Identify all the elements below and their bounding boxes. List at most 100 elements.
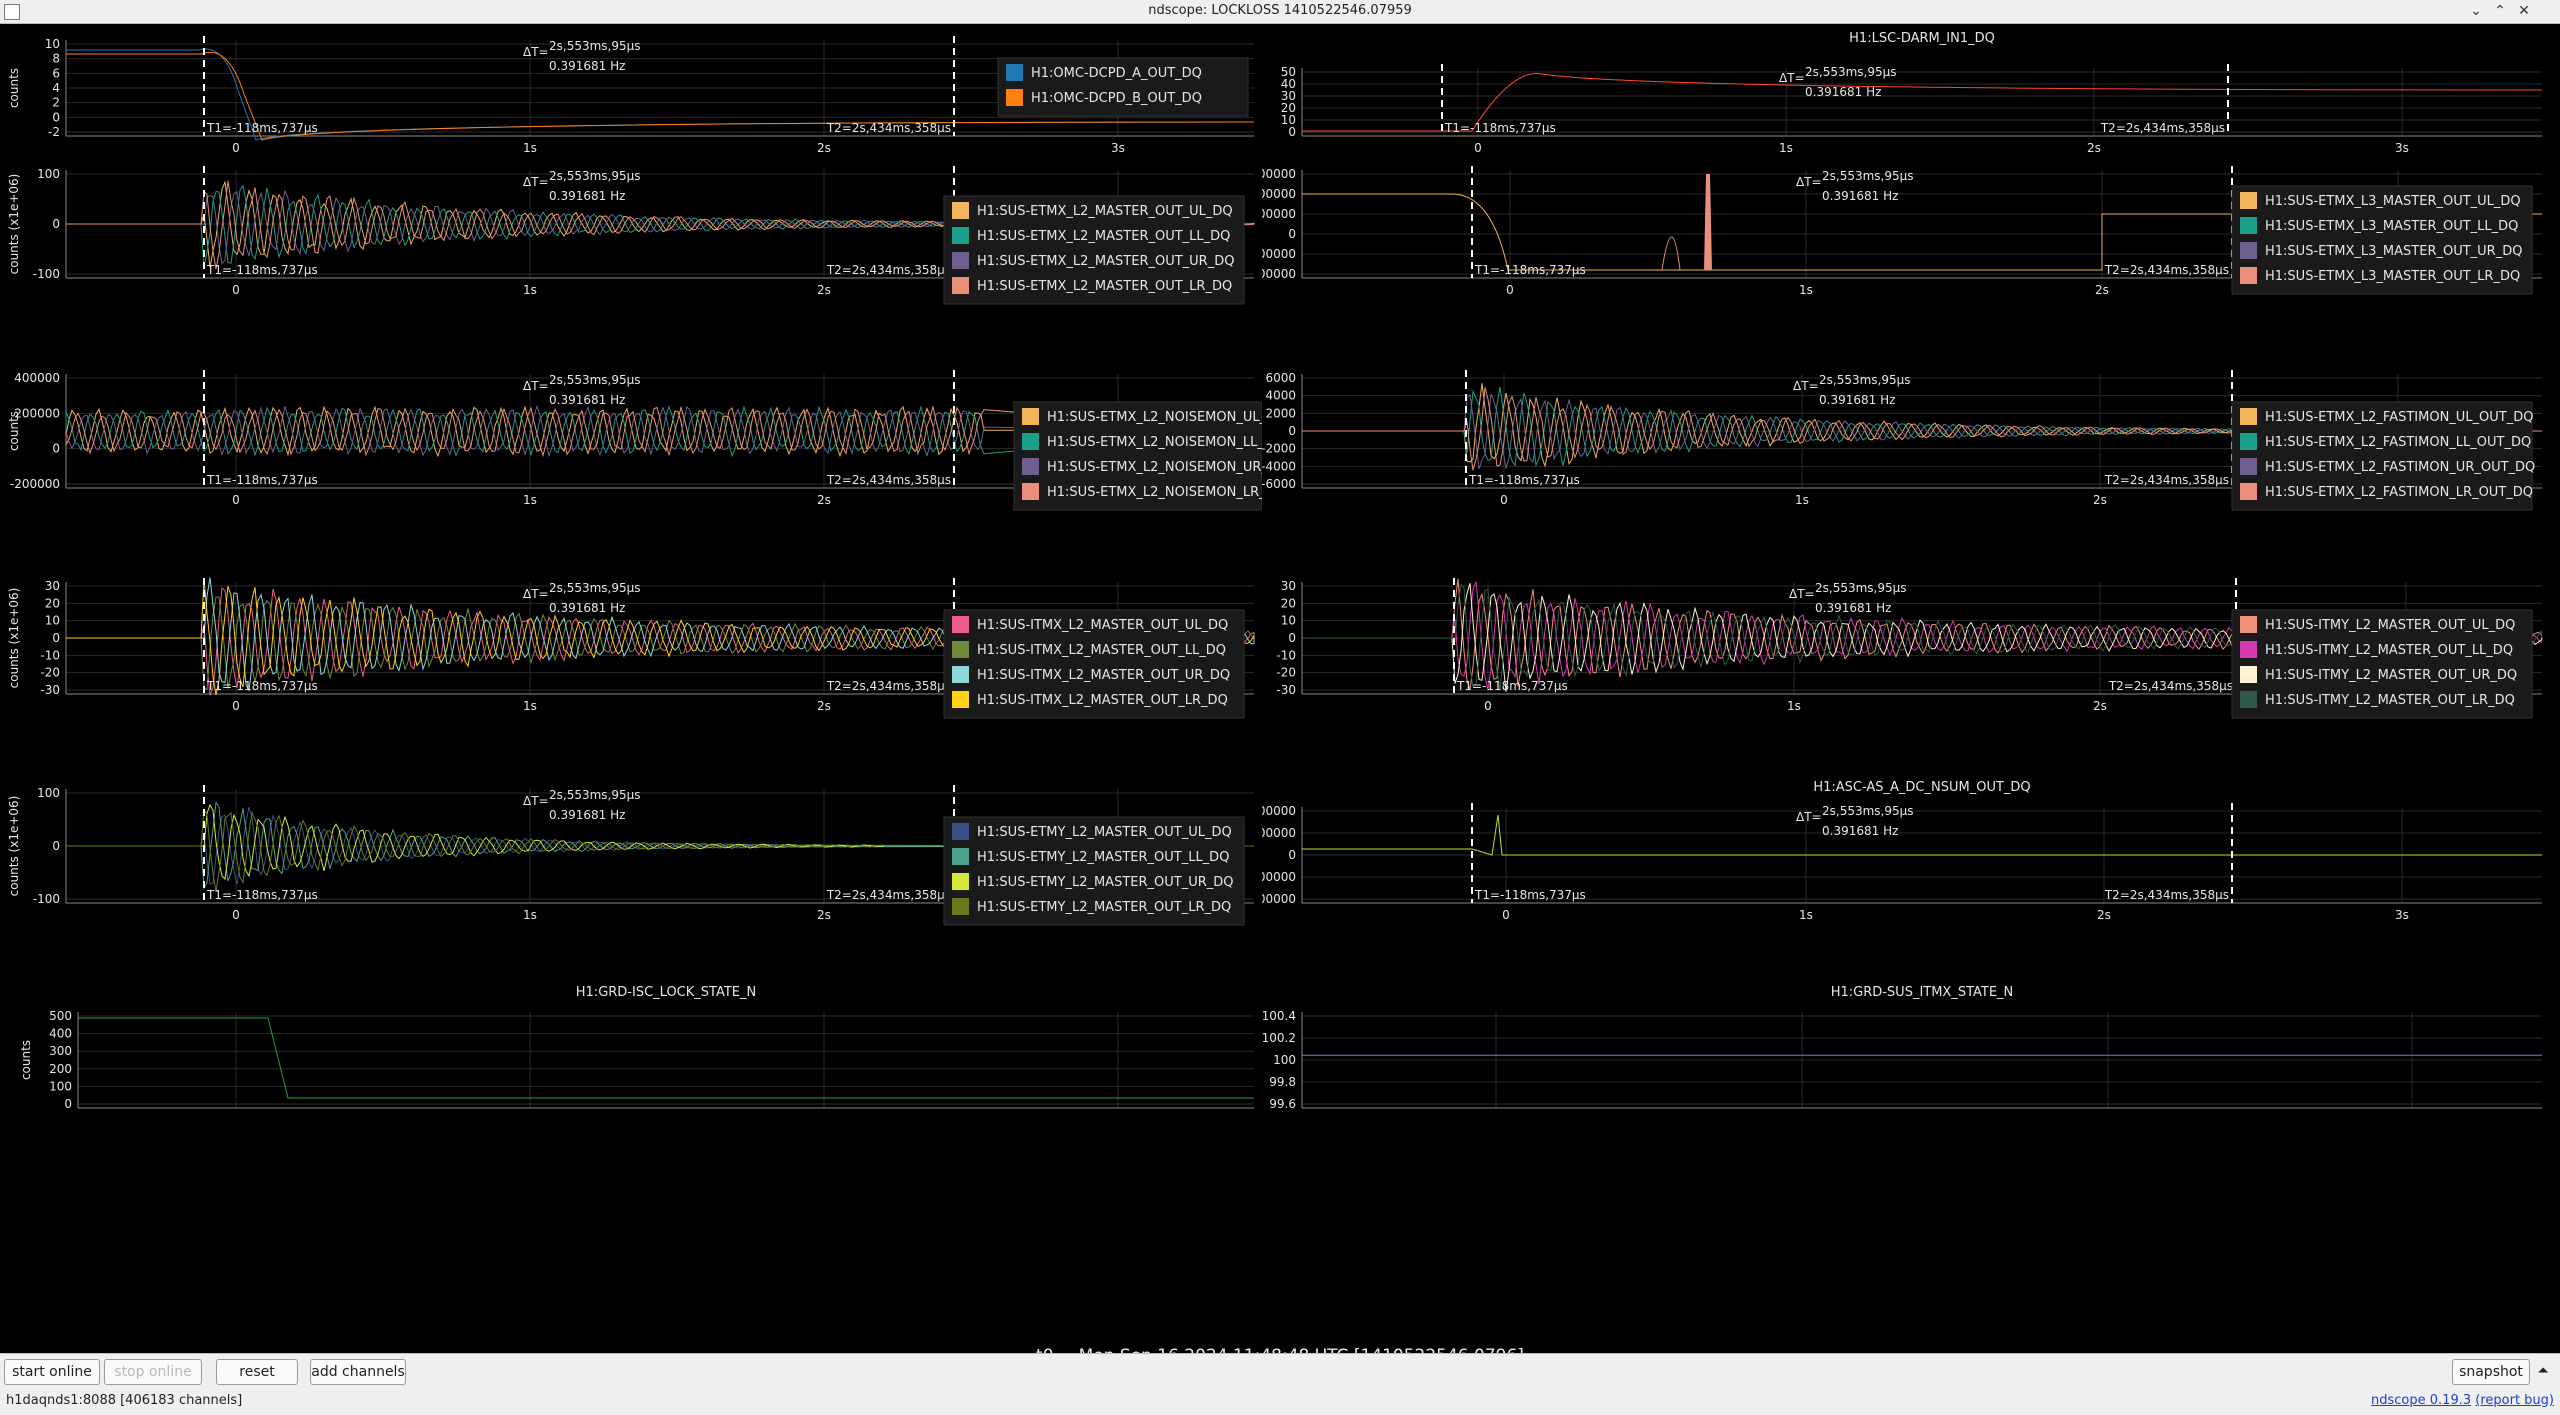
plot-grd-isc-lock-state[interactable]: 500400300200100001s2s3scountsH1:GRD-ISC_… (4, 982, 1262, 1112)
x-tick-label: 2s (2093, 699, 2107, 713)
minimize-button[interactable]: ⌄ (2466, 1, 2486, 21)
collapse-button[interactable]: ⏶ (2532, 1359, 2554, 1383)
y-tick-label: 0 (52, 110, 60, 124)
version-info: ndscope 0.19.3 (report bug) (2371, 1393, 2554, 1408)
reset-button[interactable]: reset (216, 1359, 298, 1385)
y-tick-label: 30 (45, 579, 60, 593)
x-tick-label: 0 (1506, 283, 1514, 297)
y-tick-label: 100 (1273, 1053, 1296, 1067)
version-link[interactable]: ndscope 0.19.3 (2371, 1393, 2472, 1408)
app-icon (4, 4, 20, 20)
close-window-button[interactable]: ✕ (2514, 1, 2534, 21)
y-tick-label: 400000 (1262, 187, 1296, 201)
y-tick-label: -20 (1276, 666, 1296, 680)
x-tick-label: 1s (1779, 141, 1793, 152)
legend (1013, 401, 1262, 511)
legend-swatch (1022, 483, 1039, 500)
y-tick-label: 10 (1281, 113, 1296, 127)
delta-t-label: ΔT= (1793, 379, 1819, 393)
x-tick-label: 2s (2095, 283, 2109, 297)
legend-item-label: H1:SUS-ETMY_L2_MASTER_OUT_LR_DQ (977, 900, 1231, 915)
delta-t-value: 2s,553ms,95µs (549, 373, 641, 387)
delta-t-value: 2s,553ms,95µs (1822, 804, 1914, 818)
t2-label: T2=2s,434ms,358µs (2108, 679, 2233, 693)
frequency-value: 0.391681 Hz (1819, 393, 1895, 407)
y-tick-label: -10 (1276, 648, 1296, 662)
x-tick-label: 1s (1787, 699, 1801, 713)
y-tick-label: -20 (40, 666, 60, 680)
y-tick-label: 99.6 (1269, 1097, 1296, 1111)
t2-label: T2=2s,434ms,358µs (2104, 473, 2229, 487)
y-tick-label: -2000 (1262, 442, 1296, 456)
maximize-button[interactable]: ⌃ (2490, 1, 2510, 21)
y-tick-label: 0 (1288, 848, 1296, 862)
plot-grd-sus-itmx-state[interactable]: 100.4100.210099.899.601s2s3scountsH1:GRD… (1262, 982, 2554, 1112)
y-axis-label: counts (7, 411, 21, 451)
x-tick-label: 1s (1799, 908, 1813, 922)
delta-t-value: 2s,553ms,95µs (549, 39, 641, 53)
x-tick-label: 2s (817, 908, 831, 922)
t1-label: T1=-118ms,737µs (206, 121, 318, 135)
plot-etmx-l2-noisemon[interactable]: 4000002000000-20000001s2s3scountsT1=-118… (4, 362, 1262, 566)
legend (943, 816, 1245, 926)
trace-group (1302, 72, 2543, 132)
chevron-up-icon: ⏶ (2537, 1363, 2549, 1379)
y-tick-label: -10 (40, 648, 60, 662)
legend-swatch (952, 202, 969, 219)
legend-item-label: H1:SUS-ITMX_L2_MASTER_OUT_LR_DQ (977, 693, 1228, 708)
start-online-button[interactable]: start online (4, 1359, 100, 1385)
x-tick-label: 0 (1484, 699, 1492, 713)
y-tick-label: 100 (37, 167, 60, 181)
x-tick-label: 1s (523, 141, 537, 152)
y-tick-label: -400000 (1262, 267, 1296, 281)
y-tick-label: 0 (52, 839, 60, 853)
delta-t-value: 2s,553ms,95µs (549, 788, 641, 802)
plot-etmx-l3-master[interactable]: 6000004000002000000-200000-40000001s2s3s… (1262, 156, 2554, 360)
legend-item-label: H1:SUS-ETMY_L2_MASTER_OUT_UR_DQ (977, 875, 1234, 890)
snapshot-button[interactable]: snapshot (2452, 1359, 2530, 1385)
legend-item-label: H1:SUS-ETMX_L3_MASTER_OUT_UR_DQ (2265, 244, 2522, 259)
x-tick-label: 1s (1799, 283, 1813, 297)
legend-item-label: H1:SUS-ITMX_L2_MASTER_OUT_LL_DQ (977, 643, 1226, 658)
delta-t-value: 2s,553ms,95µs (1819, 373, 1911, 387)
delta-t-value: 2s,553ms,95µs (1815, 581, 1907, 595)
legend-swatch (1006, 89, 1023, 106)
legend-item-label: H1:SUS-ETMX_L2_NOISEMON_LR_C (1047, 485, 1262, 500)
y-tick-label: 6 (52, 66, 60, 80)
window-title: ndscope: LOCKLOSS 1410522546.07959 (1148, 3, 1412, 18)
y-tick-label: 8 (52, 52, 60, 66)
y-tick-label: 100 (37, 786, 60, 800)
y-tick-label: 2000 (1265, 406, 1296, 420)
legend-swatch (2240, 641, 2257, 658)
plot-asc-as-a-dc-nsum[interactable]: 2000001000000-100000-20000001s2s3scounts… (1262, 777, 2554, 981)
legend-swatch (1022, 433, 1039, 450)
legend-item-label: H1:SUS-ITMY_L2_MASTER_OUT_LL_DQ (2265, 643, 2513, 658)
legend-item-label: H1:SUS-ETMX_L2_MASTER_OUT_UL_DQ (977, 204, 1233, 219)
y-tick-label: 0 (1288, 125, 1296, 139)
legend-item-label: H1:SUS-ETMX_L2_FASTIMON_LR_OUT_DQ (2265, 485, 2533, 500)
legend-item-label: H1:SUS-ITMX_L2_MASTER_OUT_UL_DQ (977, 618, 1228, 633)
y-axis-label: counts (7, 68, 21, 108)
y-tick-label: 300 (49, 1044, 72, 1058)
plot-lsc-darm[interactable]: 5040302010001s2s3scounts (x1e-06)H1:LSC-… (1262, 28, 2554, 152)
add-channels-button[interactable]: add channels (310, 1359, 406, 1385)
legend-swatch (952, 823, 969, 840)
y-tick-label: 0 (64, 1097, 72, 1111)
x-tick-label: 1s (1795, 493, 1809, 507)
plot-etmx-l2-fastimon[interactable]: 6000400020000-2000-4000-600001s2s3scount… (1262, 362, 2554, 566)
plot-omc-dcpd[interactable]: 10 8 6 4 2 0 -2 0 1s 2s 3s counts T1=-118ms,737µs T2=… (4, 28, 1262, 152)
legend-swatch (2240, 267, 2257, 284)
t1-label: T1=-118ms,737µs (1468, 473, 1580, 487)
legend-item-label: H1:SUS-ETMX_L2_MASTER_OUT_LL_DQ (977, 229, 1230, 244)
y-axis-label: counts (19, 1040, 33, 1080)
legend-item-label: H1:SUS-ITMY_L2_MASTER_OUT_LR_DQ (2265, 693, 2515, 708)
legend-swatch (952, 252, 969, 269)
legend-swatch (1022, 408, 1039, 425)
y-tick-label: 99.8 (1269, 1075, 1296, 1089)
y-tick-label: 200000 (1262, 804, 1296, 818)
report-bug-link[interactable]: (report bug) (2475, 1393, 2554, 1408)
